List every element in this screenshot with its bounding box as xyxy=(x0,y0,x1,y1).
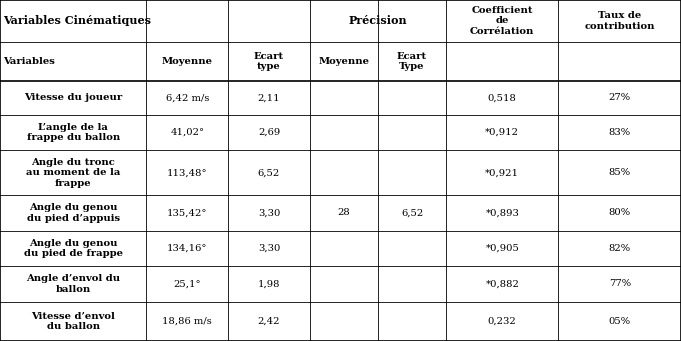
Text: Angle du genou
du pied d’appuis: Angle du genou du pied d’appuis xyxy=(27,203,120,223)
Text: 0,518: 0,518 xyxy=(488,93,517,102)
Text: 6,52: 6,52 xyxy=(401,208,423,218)
Text: 6,52: 6,52 xyxy=(258,168,280,177)
Text: Ecart
Type: Ecart Type xyxy=(397,52,427,71)
Text: Angle du genou
du pied de frappe: Angle du genou du pied de frappe xyxy=(24,239,123,258)
Text: Moyenne: Moyenne xyxy=(319,57,369,66)
Text: *0,921: *0,921 xyxy=(486,168,519,177)
Text: Moyenne: Moyenne xyxy=(162,57,212,66)
Text: 83%: 83% xyxy=(609,128,631,137)
Text: 05%: 05% xyxy=(609,317,631,326)
Text: Vitesse du joueur: Vitesse du joueur xyxy=(24,93,123,102)
Text: 134,16°: 134,16° xyxy=(167,244,208,253)
Text: Angle du tronc
au moment de la
frappe: Angle du tronc au moment de la frappe xyxy=(26,158,121,188)
Text: 1,98: 1,98 xyxy=(257,280,281,288)
Text: 3,30: 3,30 xyxy=(258,208,280,218)
Text: L’angle de la
frappe du ballon: L’angle de la frappe du ballon xyxy=(27,123,120,142)
Text: 113,48°: 113,48° xyxy=(167,168,208,177)
Text: 25,1°: 25,1° xyxy=(174,280,201,288)
Text: 0,232: 0,232 xyxy=(488,317,517,326)
Text: Variables Cinématiques: Variables Cinématiques xyxy=(3,15,151,27)
Text: Angle d’envol du
ballon: Angle d’envol du ballon xyxy=(26,274,121,294)
Text: *0,893: *0,893 xyxy=(486,208,519,218)
Text: 2,42: 2,42 xyxy=(257,317,281,326)
Text: Coefficient
de
Corrélation: Coefficient de Corrélation xyxy=(470,6,535,36)
Text: 82%: 82% xyxy=(609,244,631,253)
Text: 28: 28 xyxy=(338,208,350,218)
Text: 2,11: 2,11 xyxy=(257,93,281,102)
Text: 80%: 80% xyxy=(609,208,631,218)
Text: 6,42 m/s: 6,42 m/s xyxy=(165,93,209,102)
Text: *0,912: *0,912 xyxy=(486,128,519,137)
Text: Précision: Précision xyxy=(349,15,407,27)
Text: 18,86 m/s: 18,86 m/s xyxy=(162,317,212,326)
Text: 85%: 85% xyxy=(609,168,631,177)
Text: 2,69: 2,69 xyxy=(258,128,280,137)
Text: Vitesse d’envol
du ballon: Vitesse d’envol du ballon xyxy=(31,312,115,331)
Text: Ecart
type: Ecart type xyxy=(254,52,284,71)
Text: Variables: Variables xyxy=(3,57,55,66)
Text: 135,42°: 135,42° xyxy=(167,208,208,218)
Text: 27%: 27% xyxy=(609,93,631,102)
Text: 41,02°: 41,02° xyxy=(170,128,204,137)
Text: 3,30: 3,30 xyxy=(258,244,280,253)
Text: Taux de
contribution: Taux de contribution xyxy=(584,11,655,31)
Text: *0,882: *0,882 xyxy=(486,280,519,288)
Text: 77%: 77% xyxy=(609,280,631,288)
Text: *0,905: *0,905 xyxy=(486,244,519,253)
